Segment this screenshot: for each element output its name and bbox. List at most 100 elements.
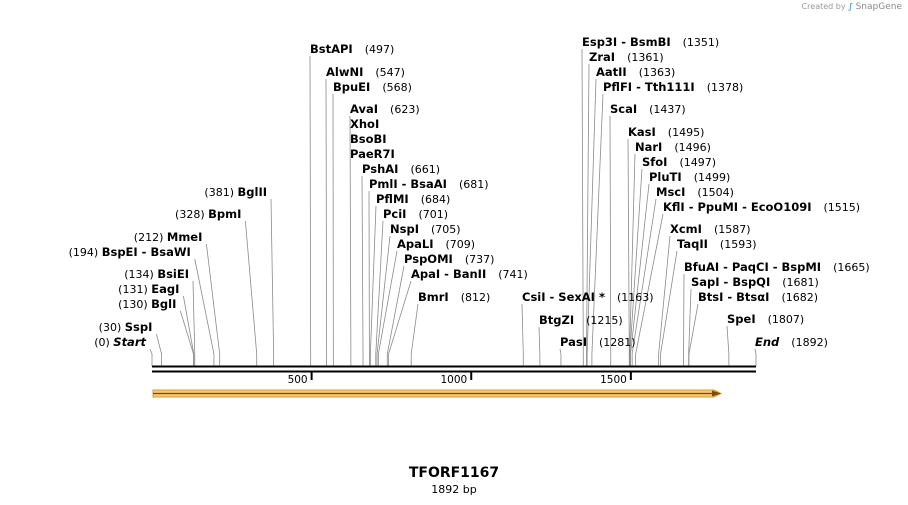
site-enzyme-name: AlwNI [326, 65, 363, 79]
site-label: AvaI (623) [350, 102, 420, 116]
site-leader-line [180, 310, 194, 366]
site-enzyme-name: PciI [383, 207, 406, 221]
site-enzyme-name: BtgZI [539, 313, 574, 327]
site-position: (0) [94, 336, 113, 349]
site-leader-line [586, 78, 597, 366]
site-label: ApaLI (709) [397, 237, 475, 251]
site-label: PasI (1281) [560, 335, 636, 349]
site-enzyme-name: PshAI [362, 162, 398, 176]
site-leader-line [658, 235, 671, 366]
site-enzyme-name: BpuEI [333, 80, 370, 94]
site-enzyme-name: ScaI [610, 102, 637, 116]
site-enzyme-name: BpmI [208, 207, 241, 221]
site-enzyme-name: BglI [151, 297, 176, 311]
site-label: PflFI - Tth111I (1378) [603, 80, 743, 94]
site-label: PshAI (661) [362, 162, 440, 176]
site-enzyme-name: ApaLI [397, 237, 434, 251]
site-enzyme-name: XcmI [670, 222, 702, 236]
site-label: (131) EagI [118, 282, 179, 296]
site-enzyme-name: SspI [125, 320, 153, 334]
site-enzyme-name: BfuAI - PaqCI - BspMI [684, 260, 821, 274]
site-position: (1163) [617, 291, 654, 304]
site-enzyme-name: TaqII [677, 237, 708, 251]
site-position: (1361) [627, 51, 664, 64]
site-label: End (1892) [755, 335, 828, 349]
site-enzyme-name: NarI [635, 140, 662, 154]
site-enzyme-name: PluTI [649, 170, 682, 184]
site-label: PluTI (1499) [649, 170, 730, 184]
site-position: (1681) [782, 276, 819, 289]
site-label: XhoI [350, 117, 379, 131]
site-position: (131) [118, 283, 151, 296]
site-enzyme-name: KflI - PpuMI - EcoO109I [663, 200, 811, 214]
site-leader-line [375, 220, 384, 366]
site-leader-line [156, 333, 162, 366]
site-position: (194) [69, 246, 102, 259]
site-label: BfuAI - PaqCI - BspMI (1665) [684, 260, 870, 274]
site-position: (1281) [599, 336, 636, 349]
sequence-backbone [152, 365, 756, 373]
site-label: BsoBI [350, 132, 387, 146]
site-label: (381) BglII [204, 185, 267, 199]
site-enzyme-name: SapI - BspQI [691, 275, 770, 289]
site-label: XcmI (1587) [670, 222, 751, 236]
site-enzyme-name: BmrI [418, 290, 449, 304]
site-position: (328) [175, 208, 208, 221]
site-enzyme-name: MscI [656, 185, 685, 199]
site-position: (1496) [674, 141, 711, 154]
site-label: KasI (1495) [628, 125, 704, 139]
site-leader-line [688, 303, 699, 366]
site-enzyme-name: BstAPI [310, 42, 353, 56]
site-label: (0) Start [94, 335, 146, 349]
site-label: (130) BglI [118, 297, 176, 311]
site-enzyme-name: AatII [596, 65, 627, 79]
site-enzyme-name: PmlI - BsaAI [369, 177, 447, 191]
site-leader-line [388, 280, 412, 366]
site-label: PaeR7I [350, 147, 395, 161]
axis-tick-label: 1500 [600, 374, 627, 386]
site-label: PmlI - BsaAI (681) [369, 177, 489, 191]
site-leader-line [581, 48, 584, 366]
site-leader-line [183, 295, 195, 366]
site-leader-line [591, 93, 604, 366]
site-label: BpuEI (568) [333, 80, 412, 94]
site-label: MscI (1504) [656, 185, 734, 199]
site-leader-line [376, 235, 391, 366]
site-enzyme-name: BsiEI [157, 267, 189, 281]
site-position: (1499) [694, 171, 731, 184]
site-enzyme-name: PflMI [376, 192, 409, 206]
site-labels: (0) Start(30) SspI(130) BglI(131) EagI(1… [69, 35, 870, 349]
site-position: (381) [204, 186, 237, 199]
site-leader-line [349, 115, 352, 366]
site-position: (681) [459, 178, 489, 191]
site-leader-line [629, 168, 643, 366]
site-enzyme-name: AvaI [350, 102, 378, 116]
site-position: (497) [365, 43, 395, 56]
site-leader-line [206, 243, 221, 366]
site-position: (1515) [823, 201, 860, 214]
site-enzyme-name: SfoI [642, 155, 667, 169]
site-leader-line [627, 138, 630, 366]
map-length: 1892 bp [431, 483, 477, 496]
site-leader-line [660, 250, 678, 366]
site-position: (1807) [768, 313, 805, 326]
site-leader-line [631, 198, 657, 366]
site-leader-line [149, 348, 153, 366]
site-enzyme-name: Start [113, 335, 146, 349]
axis-tick-label: 1000 [441, 374, 468, 386]
site-leader-line [386, 265, 405, 366]
site-enzyme-name: MmeI [167, 230, 203, 244]
site-leader-line [726, 325, 730, 366]
site-enzyme-name: ZraI [589, 50, 615, 64]
site-label: NspI (705) [390, 222, 461, 236]
site-label: CsiI - SexAI * (1163) [522, 290, 654, 304]
site-position: (1682) [781, 291, 818, 304]
site-label: (134) BsiEI [124, 267, 189, 281]
site-position: (1437) [649, 103, 686, 116]
site-position: (1378) [707, 81, 744, 94]
site-enzyme-name: PflFI - Tth111I [603, 80, 695, 94]
site-leader-line [369, 205, 377, 366]
site-label: (212) MmeI [134, 230, 203, 244]
site-leader-line [410, 303, 419, 366]
